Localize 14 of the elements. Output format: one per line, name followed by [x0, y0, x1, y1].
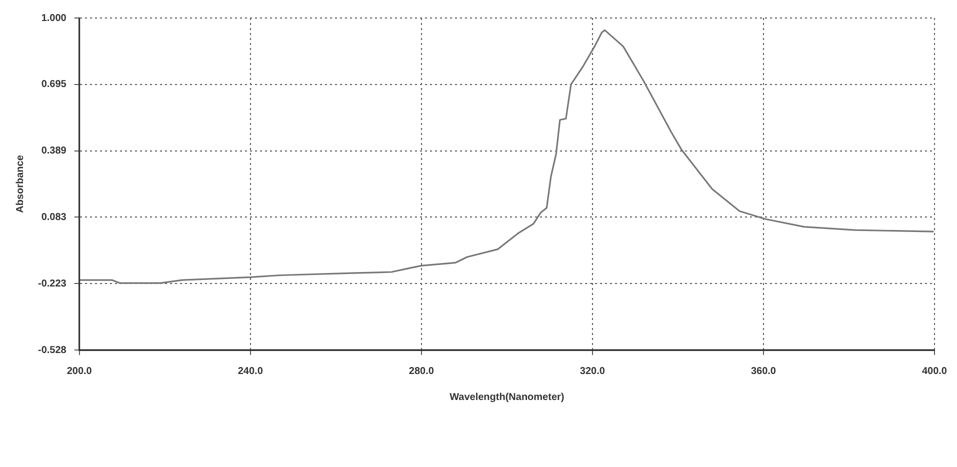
x-tick-label: 280.0 [408, 366, 434, 377]
y-tick-label: 0.695 [41, 79, 67, 90]
x-tick-label: 400.0 [922, 366, 948, 377]
x-tick-label: 360.0 [750, 366, 776, 377]
y-axis-title: Absorbance [14, 154, 26, 213]
x-tick-label: 240.0 [238, 366, 264, 377]
x-tick-label: 200.0 [66, 366, 92, 377]
x-tick-label: 320.0 [580, 366, 606, 377]
y-tick-label: 1.000 [41, 12, 67, 24]
y-tick-label: -0.223 [38, 278, 67, 290]
y-tick-label: -0.528 [38, 344, 67, 356]
x-axis-title: Wavelength(Nanometer) [450, 392, 564, 403]
y-tick-label: 0.389 [41, 146, 67, 157]
y-tick-label: 0.083 [41, 212, 67, 223]
